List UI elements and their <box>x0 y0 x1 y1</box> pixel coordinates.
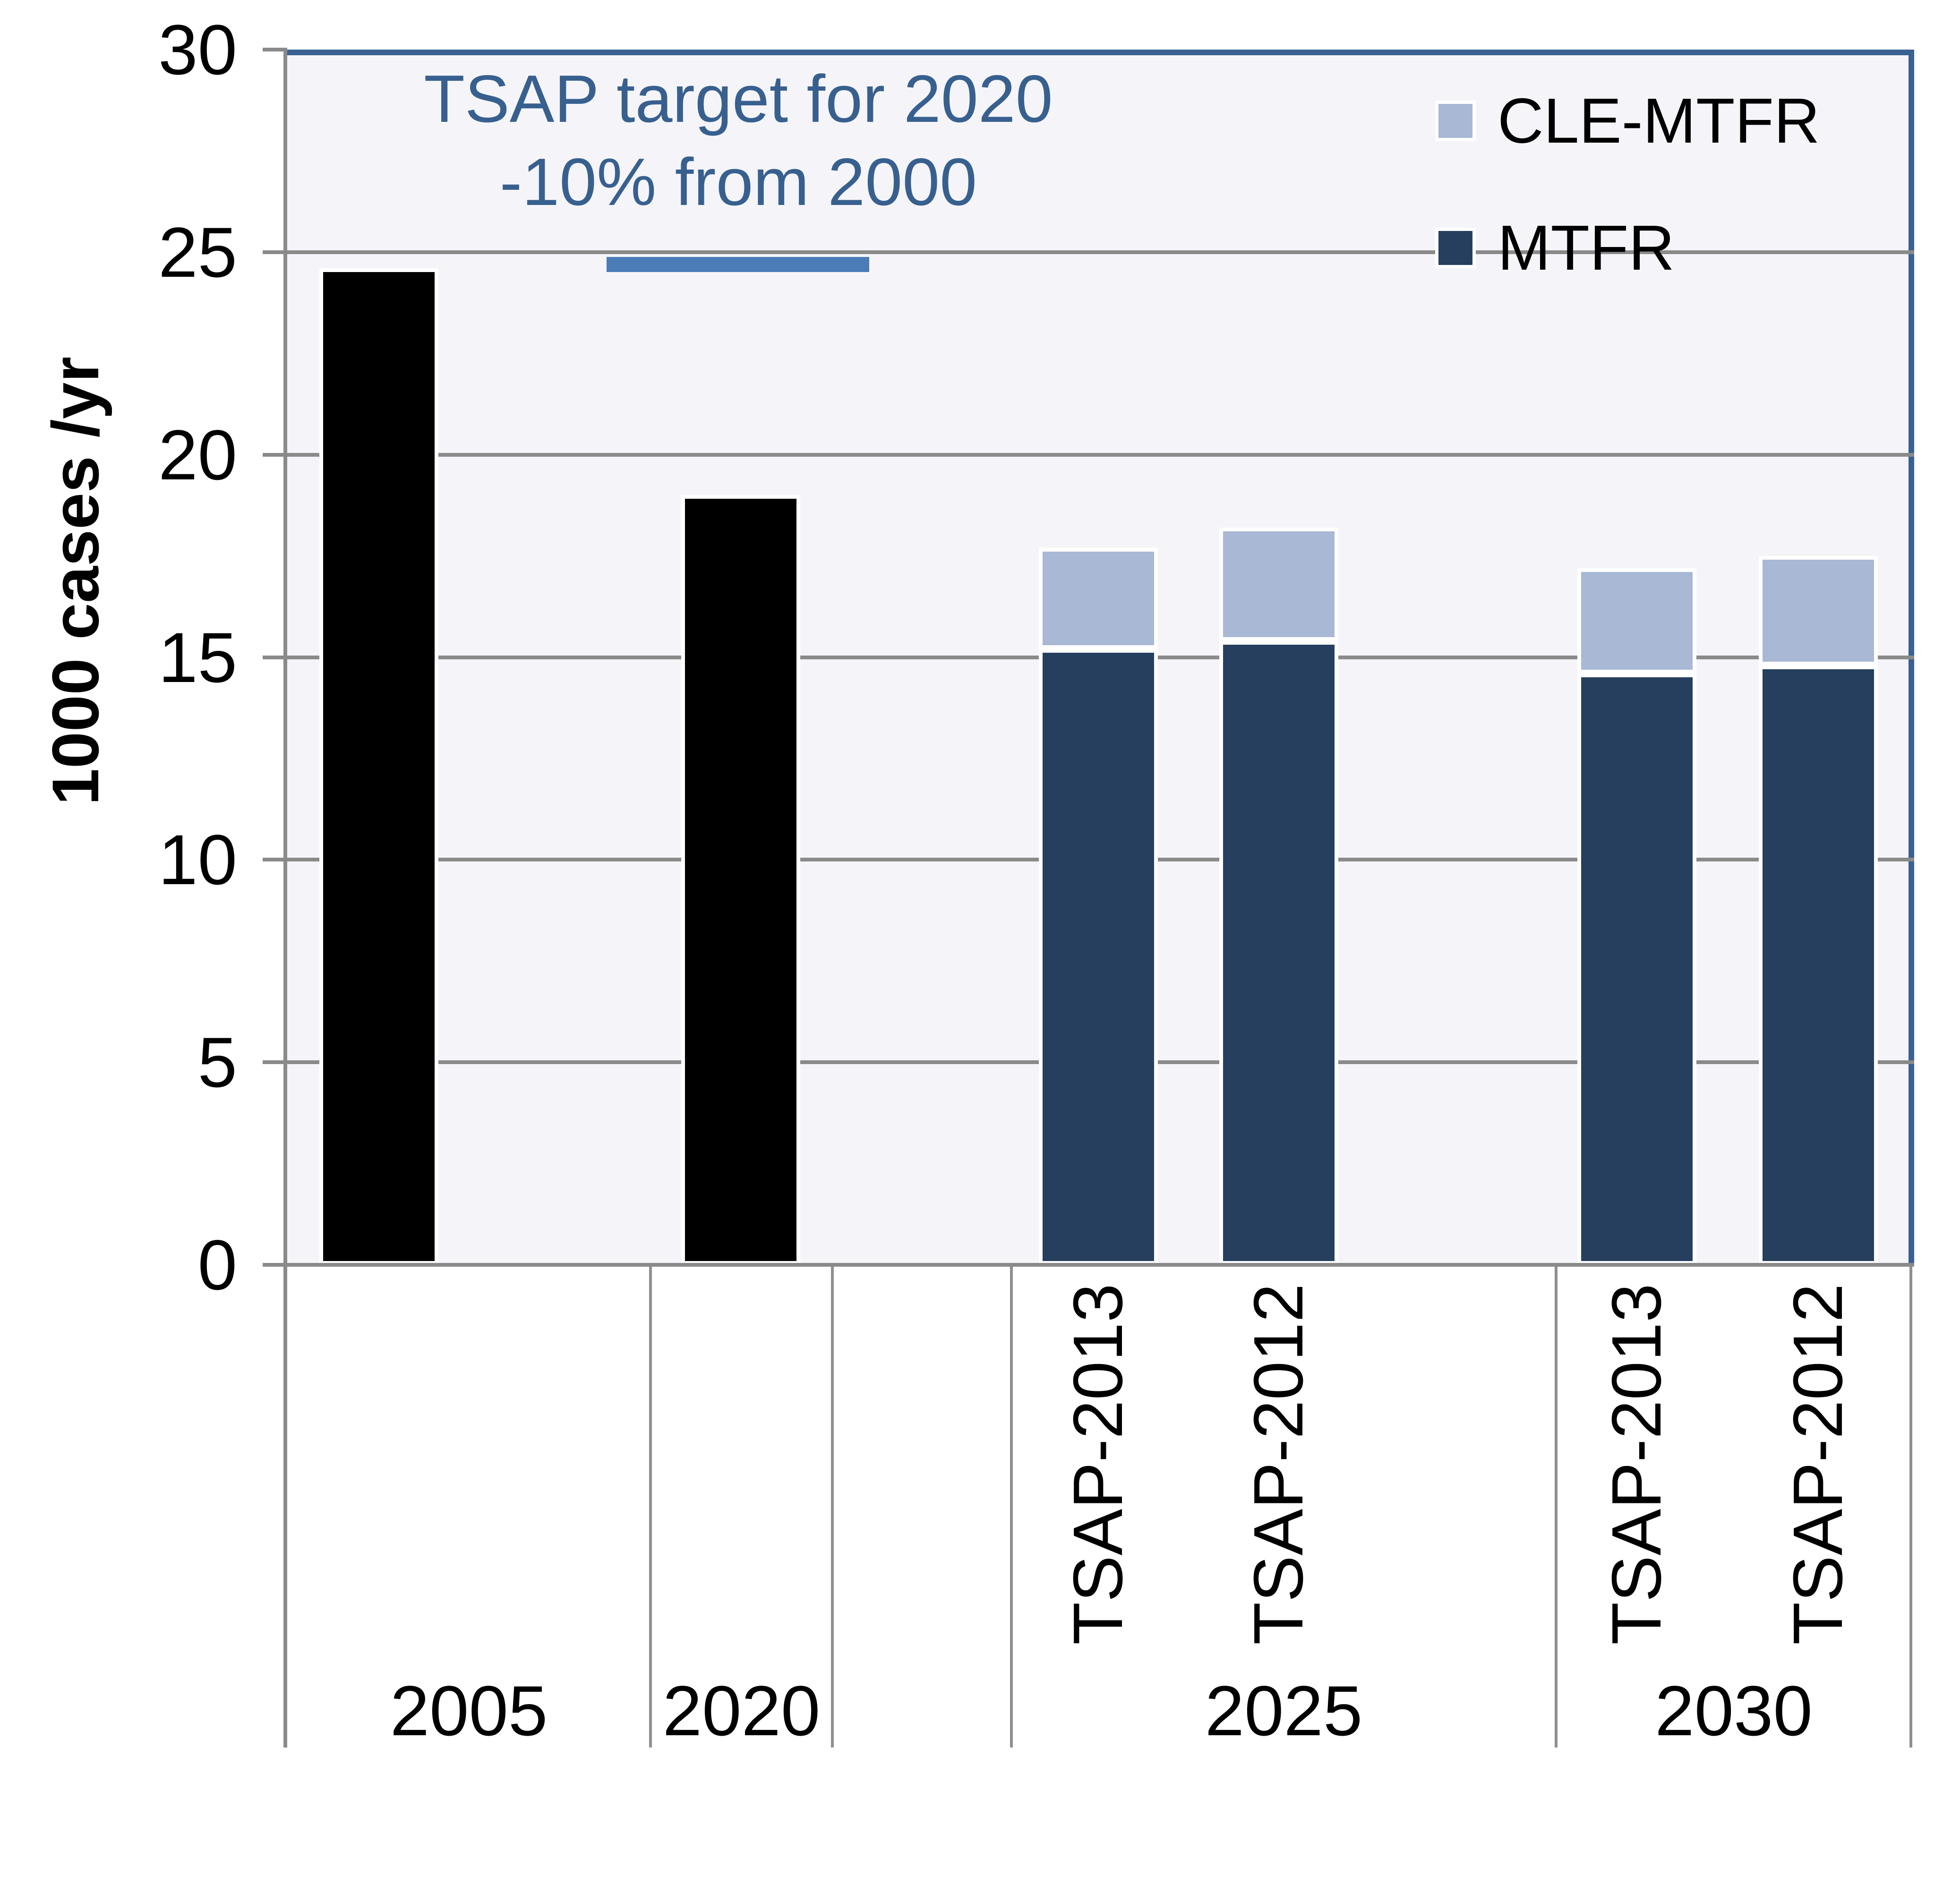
bar-2020 <box>681 495 800 1265</box>
x-category-separator <box>1555 1267 1558 1748</box>
bar-segment-mtfr <box>1039 649 1158 1265</box>
bar-sublabel-2030-TSAP-2012: TSAP-2012 <box>1779 1283 1857 1645</box>
bar-2025-TSAP-2012 <box>1219 528 1338 1265</box>
y-tick-label-0: 0 <box>197 1225 237 1304</box>
bar-segment-cases <box>681 495 800 1265</box>
x-category-separator <box>831 1267 834 1748</box>
bar-segment-mtfr <box>1219 641 1338 1265</box>
bar-2030-TSAP-2013 <box>1577 568 1696 1265</box>
annotation-line-2: -10% from 2000 <box>499 145 977 220</box>
x-group-label-2030: 2030 <box>1655 1671 1813 1750</box>
target-line <box>607 256 869 272</box>
y-tick-0 <box>263 1263 287 1267</box>
y-tick-30 <box>263 48 287 51</box>
bar-segment-cle-mtfr <box>1759 556 1878 665</box>
bar-segment-cle-mtfr <box>1577 568 1696 673</box>
x-category-separator <box>1909 1267 1912 1748</box>
bar-2005 <box>319 268 438 1265</box>
y-tick-10 <box>263 858 287 862</box>
x-category-separator <box>1010 1267 1013 1748</box>
bar-sublabel-2025-TSAP-2013: TSAP-2013 <box>1059 1283 1137 1645</box>
legend-item-mtfr: MTFR <box>1435 216 1820 280</box>
legend: CLE-MTFR MTFR <box>1435 89 1820 280</box>
bar-2025-TSAP-2013 <box>1039 547 1158 1265</box>
annotation-line-1: TSAP target for 2020 <box>424 61 1053 136</box>
legend-label: CLE-MTFR <box>1498 85 1820 156</box>
bar-sublabel-2025-TSAP-2012: TSAP-2012 <box>1240 1283 1318 1645</box>
bar-segment-cle-mtfr <box>1219 528 1338 641</box>
bar-sublabel-2030-TSAP-2013: TSAP-2013 <box>1598 1283 1676 1645</box>
bar-segment-cle-mtfr <box>1039 547 1158 649</box>
x-group-label-2020: 2020 <box>662 1671 821 1750</box>
legend-item-cle-mtfr: CLE-MTFR <box>1435 89 1820 153</box>
gridline-20 <box>287 452 1914 457</box>
y-tick-5 <box>263 1060 287 1065</box>
bar-segment-mtfr <box>1759 665 1878 1265</box>
legend-swatch-mtfr <box>1435 227 1476 268</box>
annotation-text: TSAP target for 2020 -10% from 2000 <box>405 58 1071 224</box>
y-tick-label-20: 20 <box>158 415 237 494</box>
bar-segment-mtfr <box>1577 673 1696 1265</box>
y-axis-line <box>283 50 287 1748</box>
y-tick-15 <box>263 655 287 659</box>
gridline-25 <box>287 250 1914 254</box>
legend-label: MTFR <box>1498 212 1675 283</box>
x-category-separator <box>649 1267 652 1748</box>
y-tick-label-25: 25 <box>158 212 237 292</box>
y-axis-title: 1000 cases /yr <box>38 357 112 805</box>
y-tick-25 <box>263 250 287 254</box>
bar-2030-TSAP-2012 <box>1759 556 1878 1265</box>
y-tick-label-10: 10 <box>158 820 237 900</box>
legend-swatch-cle-mtfr <box>1435 100 1476 141</box>
x-group-label-2025: 2025 <box>1205 1671 1363 1750</box>
y-tick-20 <box>263 452 287 457</box>
y-tick-label-15: 15 <box>158 617 237 697</box>
x-group-label-2005: 2005 <box>390 1671 548 1750</box>
y-tick-label-30: 30 <box>158 10 237 89</box>
y-tick-label-5: 5 <box>197 1023 237 1102</box>
x-axis-line <box>263 1263 1914 1267</box>
bar-segment-cases <box>319 268 438 1265</box>
